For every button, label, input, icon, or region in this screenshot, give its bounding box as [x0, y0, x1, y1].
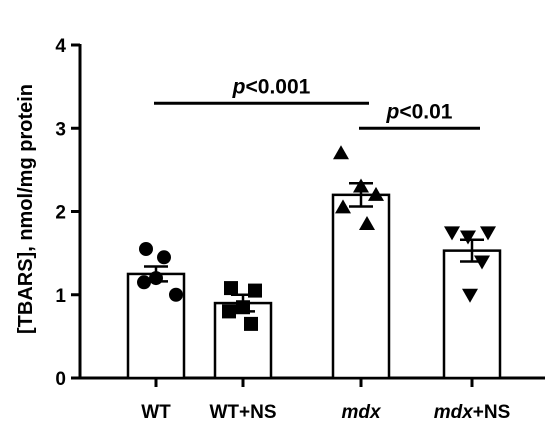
data-point-triangle-down: [444, 226, 460, 241]
y-tick-label: 0: [55, 369, 66, 390]
data-point-circle: [157, 250, 171, 265]
data-point-square: [224, 281, 238, 296]
data-point-triangle-up: [335, 199, 351, 214]
data-point-square: [222, 304, 236, 319]
data-point-triangle-up: [333, 145, 349, 160]
bar: [213, 301, 273, 380]
bar: [331, 193, 391, 380]
y-tick-label: 3: [55, 119, 66, 140]
category-labels: WT WT+NS mdx mdx+NS: [141, 402, 510, 423]
data-point-triangle-down: [480, 226, 496, 241]
data-point-circle: [169, 287, 183, 302]
category-label-text: WT+NS: [209, 402, 276, 423]
significance-label-p: p: [386, 100, 400, 123]
data-point-triangle-up: [359, 215, 375, 230]
y-tick-label: 1: [55, 286, 66, 307]
category-label: mdx: [341, 402, 382, 423]
error-bars: [144, 181, 484, 313]
category-label: WT: [141, 402, 171, 423]
significance-label-p: p: [232, 75, 246, 98]
category-label-text: WT: [141, 402, 171, 423]
significance-label-value: <0.001: [246, 75, 311, 98]
category-label: WT+NS: [209, 402, 276, 423]
significance-label-value: <0.01: [399, 100, 452, 123]
data-point-circle: [139, 241, 153, 256]
data-point-triangle-up: [368, 186, 384, 201]
significance-label: p<0.001: [232, 75, 311, 98]
data-point-triangle-down: [462, 288, 478, 303]
category-label: mdx+NS: [434, 402, 511, 423]
y-tick-label: 4: [55, 36, 66, 57]
significance-label: p<0.01: [386, 100, 453, 123]
bar: [442, 249, 502, 380]
y-axis-label: [TBARS], nmol/mg protein: [15, 84, 37, 334]
category-label-text: +NS: [473, 402, 511, 423]
bars: [126, 193, 502, 380]
data-point-square: [244, 316, 258, 331]
data-points: [137, 145, 496, 331]
data-point-triangle-down: [460, 230, 476, 245]
category-label-italic: mdx: [341, 402, 382, 423]
y-tick-label: 2: [55, 203, 66, 224]
category-label-italic: mdx: [434, 402, 475, 423]
